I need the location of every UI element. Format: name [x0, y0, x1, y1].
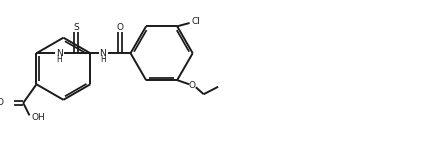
Text: H: H	[56, 55, 62, 64]
Text: O: O	[189, 81, 196, 90]
Text: O: O	[117, 23, 124, 32]
Text: N: N	[56, 49, 62, 58]
Text: H: H	[100, 55, 106, 64]
Text: O: O	[0, 98, 3, 107]
Text: N: N	[99, 49, 106, 58]
Text: Cl: Cl	[192, 17, 201, 26]
Text: S: S	[73, 23, 79, 32]
Text: OH: OH	[32, 113, 45, 122]
